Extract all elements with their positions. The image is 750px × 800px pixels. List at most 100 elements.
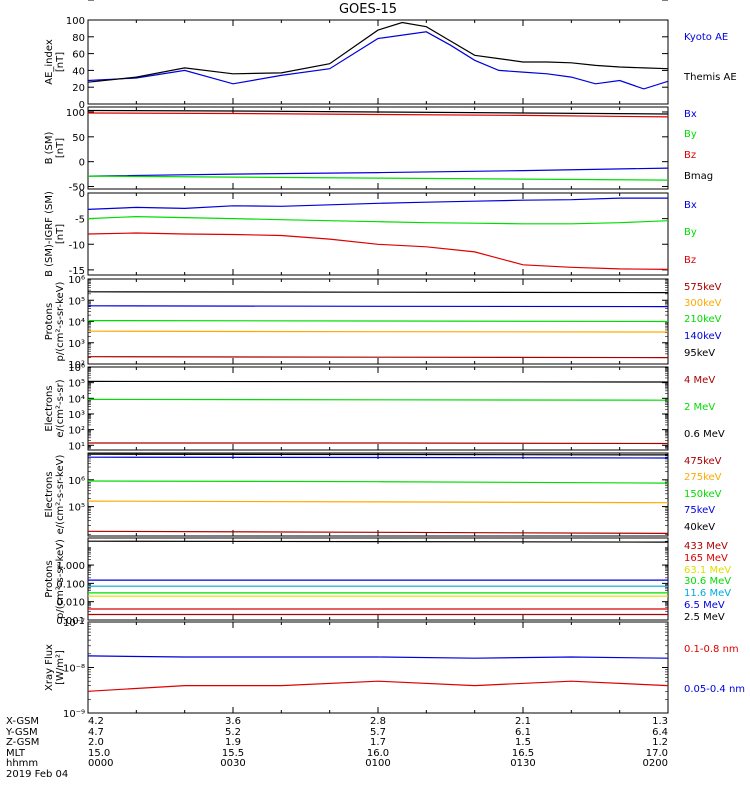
- series-line-2-2: [88, 175, 668, 181]
- series-line-3-2: [88, 215, 668, 225]
- legend-entry: 4 MeV: [684, 375, 715, 386]
- legend-entry: 6.5 MeV: [684, 600, 725, 611]
- legend-entry: By: [684, 227, 697, 238]
- legend-entry: 433 MeV: [684, 541, 728, 552]
- legend-entry: Bx: [684, 109, 697, 120]
- y-tick-label: 10⁵: [68, 296, 85, 307]
- series-group: [88, 655, 668, 692]
- y-axis-label: Electrons: [44, 471, 55, 517]
- y-tick-label: 80: [72, 33, 85, 44]
- series-line-6-4: [88, 456, 668, 459]
- y-axis-label: p/(cm²-s-sr-keV): [55, 539, 66, 619]
- series-line-5-1: [88, 442, 668, 445]
- y-tick-label: 0.100: [56, 579, 85, 590]
- y-tick-label: 10⁶: [68, 275, 85, 286]
- y-tick-label: 40: [72, 66, 85, 77]
- ephemeris-row-label: MLT: [6, 748, 26, 759]
- legend-entry: Themis AE: [683, 72, 737, 83]
- ephemeris-value: 1.2: [652, 737, 668, 748]
- y-tick-label: 10⁵: [68, 503, 85, 514]
- panel-7: 0.0010.0100.1001.00010.000Protonsp/(cm²-…: [44, 0, 731, 627]
- y-tick-label: 50: [72, 133, 85, 144]
- y-axis-label: e/(cm²-s-sr-keV): [55, 455, 66, 535]
- ephemeris-value: 15.0: [88, 748, 110, 759]
- series-line-7-7: [88, 540, 668, 543]
- ephemeris-value: 5.7: [370, 727, 386, 738]
- y-tick-label: -50: [69, 183, 85, 194]
- y-tick-label: 10⁴: [68, 318, 85, 329]
- ephemeris-row-label: Y-GSM: [5, 727, 38, 738]
- y-tick-label: 10⁵: [68, 379, 85, 390]
- series-line-2-1: [88, 167, 668, 177]
- legend-entry: 63.1 MeV: [684, 565, 731, 576]
- panel-frame: [87, 19, 669, 105]
- series-group: [88, 109, 668, 181]
- series-line-6-2: [88, 500, 668, 504]
- ephemeris-row-label: Z-GSM: [6, 737, 39, 748]
- legend-entry: Bmag: [684, 171, 713, 182]
- legend-entry: Bz: [684, 255, 696, 266]
- legend-entry: 95keV: [684, 348, 715, 359]
- ephemeris-value: 0100: [365, 758, 390, 769]
- series-line-4-1: [88, 356, 668, 359]
- y-axis-label: Protons: [44, 303, 55, 340]
- figure-title: GOES-15: [339, 2, 397, 17]
- y-axis-label: [W/m²]: [55, 650, 66, 685]
- y-tick-label: 20: [72, 83, 85, 94]
- legend-entry: 150keV: [684, 489, 722, 500]
- panel-4: 10² 10³ 10⁴ 10⁵ 10⁶ Protons p/(cm²-s-sr-keV) 57…: [44, 275, 722, 371]
- series-line-2-4: [88, 109, 668, 115]
- y-tick-label: 10²: [68, 426, 85, 437]
- panel-frame: [87, 366, 669, 451]
- series-line-3-1: [88, 197, 668, 210]
- panel-8: 10⁻⁹ 10⁻⁸ 10⁻⁷ Xray Flux [W/m²] 0.1-0.8 nm 0.0…: [44, 618, 745, 720]
- series-group: [88, 540, 668, 616]
- legend-entry: Bz: [684, 150, 696, 161]
- ephemeris-value: 6.1: [515, 727, 531, 738]
- y-tick-label: -15: [69, 266, 85, 277]
- series-line-1-1: [88, 31, 668, 90]
- y-tick-label: 0: [79, 189, 85, 200]
- panel-frame: [87, 452, 669, 537]
- y-tick-label: 10.000: [50, 0, 85, 3]
- ephemeris-value: 0130: [510, 758, 535, 769]
- series-line-1-2: [88, 21, 668, 83]
- series-line-4-3: [88, 320, 668, 323]
- y-tick-label: 0.001: [56, 616, 85, 627]
- y-tick-label: -10: [69, 240, 85, 251]
- y-tick-label: 10⁻⁷: [63, 618, 85, 629]
- legend-entry: 2.5 MeV: [684, 612, 725, 623]
- y-axis-label: Xray Flux: [44, 644, 55, 691]
- y-tick-label: 10⁻⁹: [63, 709, 85, 720]
- legend-entry: 30.6 MeV: [684, 576, 731, 587]
- y-tick-label: 100: [66, 108, 85, 119]
- ephemeris-value: 0030: [220, 758, 245, 769]
- legend-entry: By: [684, 129, 697, 140]
- series-group: [88, 380, 668, 445]
- series-line-8-2: [88, 655, 668, 659]
- series-group: [88, 291, 668, 359]
- panel-frame: [87, 621, 669, 714]
- legend-entry: 11.6 MeV: [684, 588, 731, 599]
- legend-entry: 75keV: [684, 505, 715, 516]
- series-line-4-2: [88, 330, 668, 333]
- y-tick-label: 60: [72, 50, 85, 61]
- series-line-3-3: [88, 232, 668, 270]
- ephemeris-value: 0000: [88, 758, 113, 769]
- ephemeris-value: 5.2: [225, 727, 241, 738]
- y-tick-label: 10⁻⁸: [63, 664, 85, 675]
- y-axis-label: [nT]: [55, 138, 66, 158]
- series-group: [88, 453, 668, 535]
- legend-entry: 140keV: [684, 331, 722, 342]
- panel-5: 10¹ 10² 10³ 10⁴ 10⁵ 10⁶ Electrons e/(cm²-s-sr) 4…: [44, 363, 725, 452]
- legend-entry: 2 MeV: [684, 402, 715, 413]
- series-line-5-2: [88, 398, 668, 401]
- ephemeris-value: 6.4: [652, 727, 668, 738]
- ephemeris-value: 0200: [643, 758, 668, 769]
- ephemeris-value: 1.9: [225, 737, 241, 748]
- ephemeris-value: 16.0: [367, 748, 389, 759]
- y-tick-label: 10⁴: [68, 394, 85, 405]
- ephemeris-value: 1.3: [652, 716, 668, 727]
- series-line-6-3: [88, 480, 668, 484]
